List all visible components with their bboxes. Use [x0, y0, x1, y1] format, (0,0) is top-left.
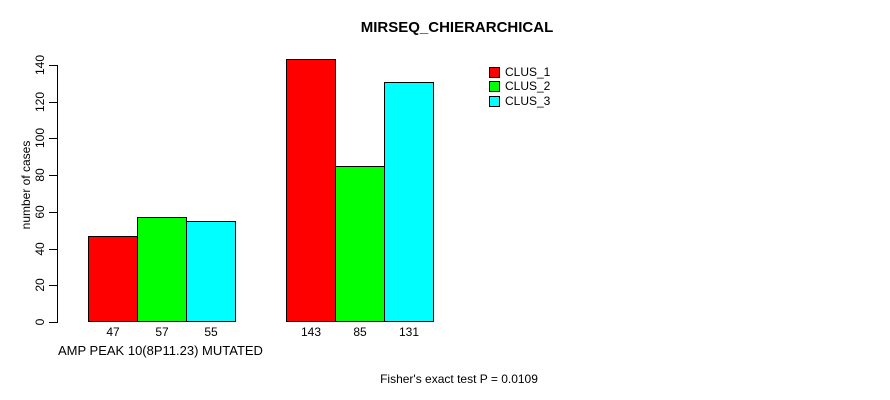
y-axis-tick — [49, 102, 57, 103]
y-axis-tick-label: 20 — [33, 278, 47, 292]
bar-value-label: 131 — [398, 325, 420, 339]
y-axis-tick-label: 40 — [33, 242, 47, 256]
y-axis-tick — [49, 322, 57, 323]
bar-value-label: 143 — [300, 325, 322, 339]
bar-clus_1-group2 — [286, 59, 336, 322]
legend-swatch-clus_1 — [489, 66, 500, 78]
y-axis-tick-label: 80 — [33, 168, 47, 182]
y-axis-tick — [49, 65, 57, 66]
bar-clus_1-group1 — [88, 236, 138, 322]
bar-value-label: 55 — [204, 325, 218, 339]
bar-value-label: 85 — [353, 325, 367, 339]
y-axis-tick-label: 60 — [33, 205, 47, 219]
y-axis-tick — [49, 138, 57, 139]
y-axis-tick — [49, 212, 57, 213]
y-axis-tick — [49, 175, 57, 176]
chart-title: MIRSEQ_CHIERARCHICAL — [360, 19, 554, 36]
bar-value-label: 47 — [106, 325, 120, 339]
legend-label-clus_2: CLUS_2 — [505, 79, 551, 93]
legend-swatch-clus_2 — [489, 81, 500, 92]
bar-clus_2-group2 — [335, 166, 385, 322]
y-axis-line — [57, 65, 58, 323]
y-axis-tick — [49, 285, 57, 286]
y-axis-tick-label: 140 — [33, 54, 47, 76]
annotation-fisher-test: Fisher's exact test P = 0.0109 — [380, 372, 538, 386]
bar-value-label: 57 — [155, 325, 169, 339]
bar-clus_2-group1 — [137, 217, 187, 322]
legend-label-clus_3: CLUS_3 — [505, 93, 551, 108]
bar-clus_3-group2 — [384, 82, 434, 322]
legend-label-clus_1: CLUS_1 — [505, 64, 551, 79]
y-axis-tick-label: 0 — [33, 318, 47, 326]
y-axis-tick — [49, 249, 57, 250]
legend-swatch-clus_3 — [489, 95, 500, 107]
x-axis-label: AMP PEAK 10(8P11.23) MUTATED — [58, 343, 263, 358]
y-axis-tick-label: 100 — [33, 127, 47, 149]
bar-clus_3-group1 — [186, 221, 236, 322]
y-axis-tick-label: 120 — [33, 91, 47, 113]
